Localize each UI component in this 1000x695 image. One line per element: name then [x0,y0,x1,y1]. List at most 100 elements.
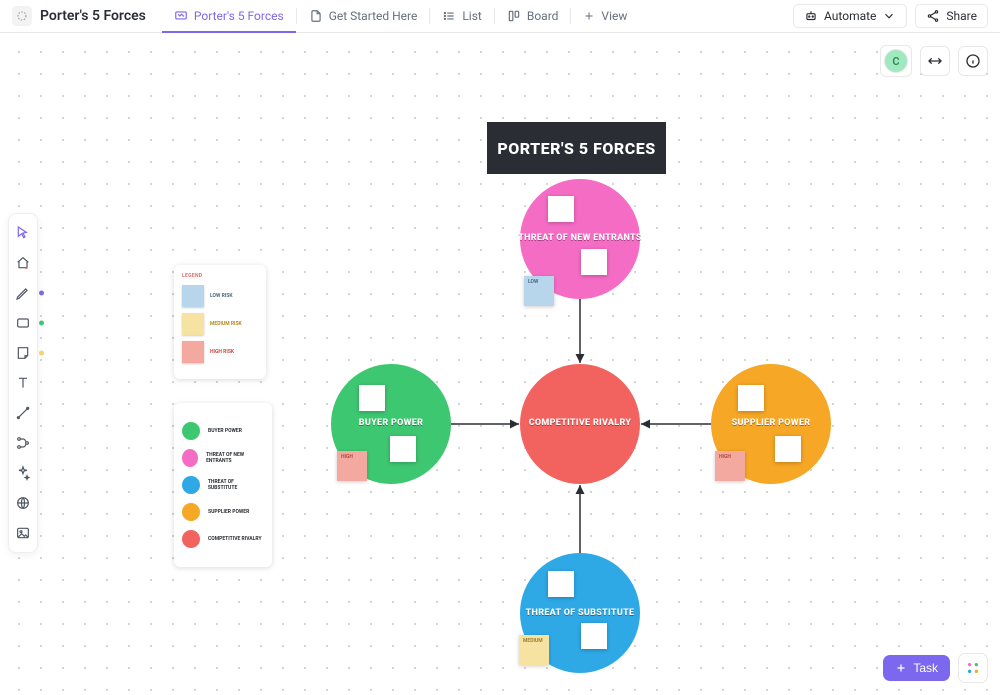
tool-spark[interactable] [8,458,38,488]
colorkey-swatch [182,476,200,494]
colorkey-label: COMPETITIVE RIVALRY [208,536,262,542]
tab-label: Porter's 5 Forces [194,9,284,23]
sticky-note[interactable] [548,196,574,222]
pointer-icon [15,225,31,241]
chevron-down-icon [882,9,896,23]
info-button[interactable] [958,46,988,76]
tab-porters-5-forces[interactable]: Porter's 5 Forces [162,0,296,33]
colorkey-row: THREAT OF SUBSTITUTE [182,476,264,494]
colorkey-row: BUYER POWER [182,422,264,440]
sticky-note[interactable] [581,249,607,275]
legend-label: HIGH RISK [210,349,234,355]
colorkey-row: COMPETITIVE RIVALRY [182,530,264,548]
risk-tag[interactable]: MEDIUM [519,635,549,665]
task-button[interactable]: Task [883,655,950,681]
apps-icon [965,660,981,676]
sticky-note[interactable] [775,436,801,462]
legend-swatch [182,285,204,307]
apps-button[interactable] [958,653,988,683]
automate-button[interactable]: Automate [793,4,907,28]
board-icon [507,9,521,23]
colorkey-swatch [182,503,200,521]
colorkey-swatch [182,422,200,440]
sticky-note[interactable] [581,623,607,649]
view-tabs: Porter's 5 Forces Get Started Here List … [162,0,640,33]
tool-globe[interactable] [8,488,38,518]
tab-label: Get Started Here [329,9,418,23]
tab-board[interactable]: Board [495,0,571,33]
colorkey-swatch [182,530,200,548]
force-label: SUPPLIER POWER [732,418,811,428]
canvas-bottom-right-controls: Task [883,653,988,683]
sticky-note[interactable] [359,385,385,411]
left-toolbar [8,213,38,553]
text-icon [15,375,31,391]
tab-list[interactable]: List [430,0,494,33]
plus-icon [583,10,595,22]
colorkey-label: THREAT OF SUBSTITUTE [208,479,264,491]
globe-icon [15,495,31,511]
avatar: C [884,49,908,73]
top-bar-right: Automate Share [793,4,988,28]
plus-icon [895,662,907,674]
rect-icon [15,315,31,331]
tool-rect[interactable] [8,308,38,338]
tool-pointer[interactable] [8,218,38,248]
tool-image[interactable] [8,518,38,548]
share-label: Share [946,9,977,23]
diagram-title[interactable]: PORTER'S 5 FORCES [487,122,666,174]
tool-text[interactable] [8,368,38,398]
fit-width-button[interactable] [920,46,950,76]
canvas-top-right-controls: C [880,45,988,77]
legend-panel[interactable]: LEGEND LOW RISK MEDIUM RISK HIGH RISK [174,265,266,379]
connector-icon [15,405,31,421]
risk-tag[interactable]: LOW [524,276,554,306]
tool-branch[interactable] [8,428,38,458]
branch-icon [15,435,31,451]
tool-note[interactable] [8,338,38,368]
tool-connector[interactable] [8,398,38,428]
share-button[interactable]: Share [915,4,988,28]
risk-tag[interactable]: HIGH [337,451,367,481]
fit-width-icon [927,53,943,69]
force-rivalry[interactable]: COMPETITIVE RIVALRY [520,364,640,484]
whiteboard-canvas[interactable]: C LEGEND LOW RISK MEDIUM RISK HIGH RISK BU… [0,33,1000,695]
doc-icon [309,9,323,23]
tab-label: List [462,9,482,23]
dashed-circle-icon [16,10,28,22]
page-title: Porter's 5 Forces [40,8,146,24]
colorkey-label: THREAT OF NEW ENTRANTS [206,452,264,464]
legend-row: MEDIUM RISK [182,313,258,335]
legend-label: MEDIUM RISK [210,321,242,327]
avatar-button[interactable]: C [880,45,912,77]
image-icon [15,525,31,541]
sticky-note[interactable] [548,571,574,597]
top-bar-left: Porter's 5 Forces Porter's 5 Forces Get … [12,0,639,33]
workspace-icon[interactable] [12,6,32,26]
share-icon [926,9,940,23]
force-label: THREAT OF SUBSTITUTE [526,608,635,618]
risk-tag[interactable]: HIGH [715,451,745,481]
tab-get-started[interactable]: Get Started Here [297,0,430,33]
sticky-note[interactable] [390,436,416,462]
task-button-label: Task [913,661,938,675]
tab-label: Board [527,9,559,23]
legend-row: HIGH RISK [182,341,258,363]
legend-label: LOW RISK [210,293,233,299]
tool-pen[interactable] [8,278,38,308]
add-view-button[interactable]: View [571,0,639,33]
force-label: THREAT OF NEW ENTRANTS [518,233,642,243]
colorkey-label: BUYER POWER [208,428,242,434]
colorkey-label: SUPPLIER POWER [208,509,249,515]
top-bar: Porter's 5 Forces Porter's 5 Forces Get … [0,0,1000,33]
tool-home[interactable] [8,248,38,278]
force-label: COMPETITIVE RIVALRY [529,418,632,428]
colorkey-panel[interactable]: BUYER POWER THREAT OF NEW ENTRANTS THREAT … [174,403,272,567]
legend-title: LEGEND [182,273,258,279]
sticky-note[interactable] [738,385,764,411]
legend-row: LOW RISK [182,285,258,307]
pen-icon [15,285,31,301]
colorkey-row: THREAT OF NEW ENTRANTS [182,449,264,467]
add-view-label: View [601,9,627,23]
colorkey-row: SUPPLIER POWER [182,503,264,521]
